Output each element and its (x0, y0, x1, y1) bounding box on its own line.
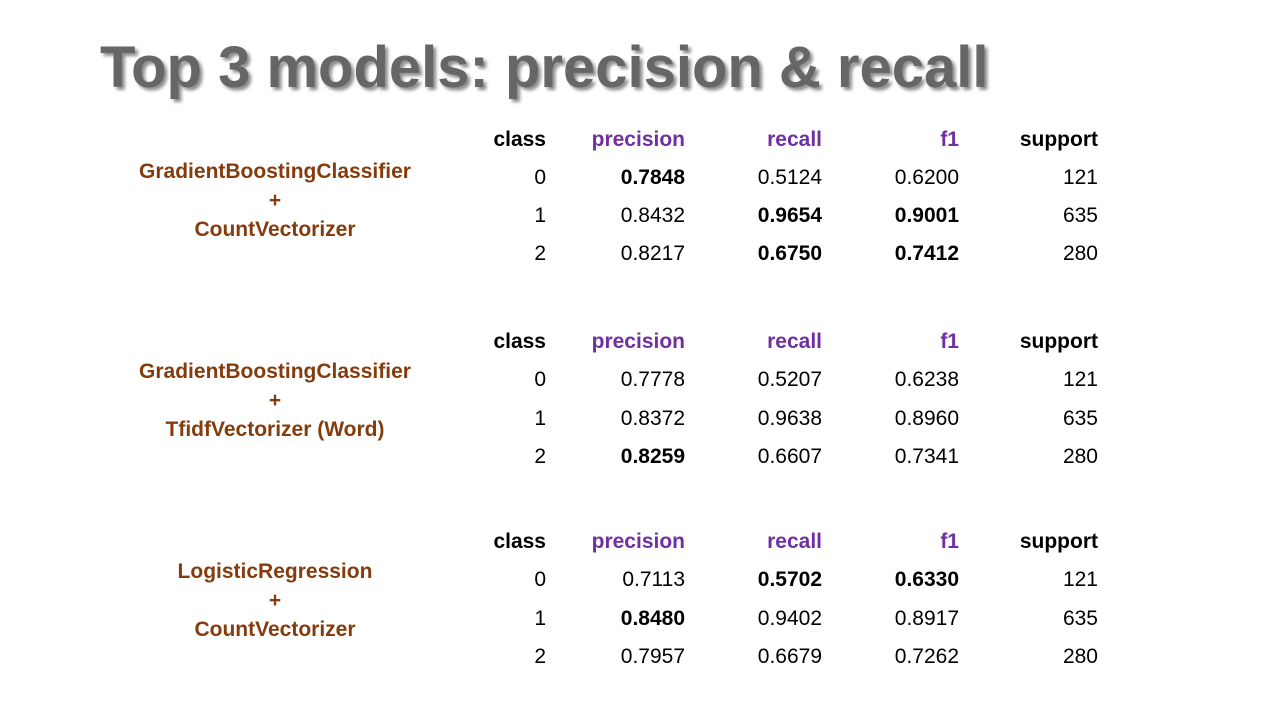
cell-precision: 0.8259 (620, 445, 685, 468)
column-header-recall: recall (767, 530, 822, 553)
cell-class: 0 (534, 568, 546, 591)
cell-precision: 0.8217 (620, 242, 685, 265)
model-name-line: + (268, 589, 282, 612)
column-header-support: support (1019, 330, 1098, 353)
cell-precision: 0.8372 (620, 406, 685, 430)
column-header-precision: precision (591, 530, 685, 553)
model-name-line: GradientBoostingClassifier (139, 360, 411, 383)
cell-recall: 0.9402 (757, 606, 822, 630)
column-header-support: support (1019, 530, 1098, 553)
cell-recall: 0.5207 (757, 368, 822, 391)
model-name-line: CountVectorizer (194, 618, 356, 641)
cell-support: 635 (1062, 204, 1098, 227)
model-name: GradientBoostingClassifier + TfidfVectoriz… (100, 357, 450, 444)
column-header-precision: precision (591, 330, 685, 353)
cell-class: 2 (534, 242, 546, 265)
cell-f1: 0.7412 (894, 242, 959, 265)
slide-title: Top 3 models: precision & recall (100, 35, 989, 100)
cell-f1: 0.6330 (894, 568, 959, 591)
cell-f1: 0.8917 (894, 606, 959, 630)
model-name: GradientBoostingClassifier + CountVectoriz… (100, 157, 450, 244)
model-name-line: CountVectorizer (194, 218, 356, 241)
cell-class: 2 (534, 645, 546, 668)
column-header-support: support (1019, 128, 1098, 151)
model-name-line: LogisticRegression (177, 560, 373, 583)
cell-class: 0 (534, 166, 546, 189)
cell-class: 2 (534, 445, 546, 468)
cell-recall: 0.5124 (757, 166, 822, 189)
model-name-line: + (268, 189, 282, 212)
cell-class: 1 (534, 406, 546, 430)
cell-f1: 0.6200 (894, 166, 959, 189)
cell-precision: 0.8432 (620, 204, 685, 227)
cell-support: 280 (1062, 445, 1098, 468)
cell-class: 0 (534, 368, 546, 391)
cell-precision: 0.7778 (620, 368, 685, 391)
cell-f1: 0.6238 (894, 368, 959, 391)
cell-support: 635 (1062, 406, 1098, 430)
cell-precision: 0.8480 (620, 606, 685, 630)
cell-recall: 0.9638 (757, 406, 822, 430)
column-header-f1: f1 (940, 330, 959, 353)
cell-f1: 0.7262 (894, 645, 959, 668)
cell-class: 1 (534, 606, 546, 630)
cell-class: 1 (534, 204, 546, 227)
cell-recall: 0.9654 (757, 204, 822, 227)
cell-recall: 0.6607 (757, 445, 822, 468)
cell-support: 280 (1062, 242, 1098, 265)
column-header-class: class (493, 330, 546, 353)
column-header-f1: f1 (940, 128, 959, 151)
cell-precision: 0.7113 (622, 568, 685, 591)
model-name-line: + (268, 389, 282, 412)
column-header-class: class (493, 128, 546, 151)
cell-support: 121 (1062, 166, 1098, 189)
cell-f1: 0.7341 (894, 445, 959, 468)
model-name-line: GradientBoostingClassifier (139, 160, 411, 183)
cell-recall: 0.6750 (757, 242, 822, 265)
cell-recall: 0.6679 (757, 645, 822, 668)
model-name: LogisticRegression + CountVectorizer (100, 557, 450, 644)
column-header-recall: recall (767, 330, 822, 353)
column-header-recall: recall (767, 128, 822, 151)
column-header-f1: f1 (940, 530, 959, 553)
cell-support: 280 (1062, 645, 1098, 668)
column-header-precision: precision (591, 128, 685, 151)
cell-support: 121 (1062, 568, 1098, 591)
cell-f1: 0.9001 (894, 204, 959, 227)
cell-recall: 0.5702 (757, 568, 822, 591)
model-name-line: TfidfVectorizer (Word) (165, 418, 385, 441)
cell-precision: 0.7957 (620, 645, 685, 668)
cell-support: 121 (1062, 368, 1098, 391)
cell-f1: 0.8960 (894, 406, 959, 430)
column-header-class: class (493, 530, 546, 553)
cell-precision: 0.7848 (620, 166, 685, 189)
cell-support: 635 (1062, 606, 1098, 630)
